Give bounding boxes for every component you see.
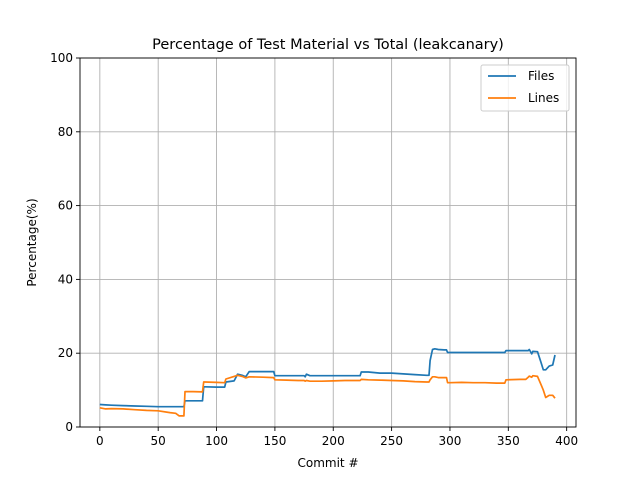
x-tick-label: 400 <box>555 434 578 448</box>
series-line-files <box>99 347 556 408</box>
plot-area-frame <box>79 57 577 428</box>
legend-label-files: Files <box>528 69 554 83</box>
legend-label-lines: Lines <box>528 91 559 105</box>
x-tick-label: 250 <box>380 434 403 448</box>
y-tick-label: 0 <box>65 420 73 434</box>
y-tick-label: 20 <box>58 346 73 360</box>
x-tick-label: 150 <box>263 434 286 448</box>
y-tick-label: 60 <box>58 199 73 213</box>
series-line-lines <box>99 374 556 417</box>
x-tick-label: 350 <box>497 434 520 448</box>
x-tick-label: 200 <box>322 434 345 448</box>
axis-ticks: 0 50 100 150 200 250 300 350 400 0 20 40 60 80 100 <box>50 51 578 448</box>
x-tick-label: 100 <box>205 434 228 448</box>
x-tick-label: 0 <box>96 434 104 448</box>
y-axis-label: Percentage(%) <box>25 198 39 286</box>
series-lines <box>99 347 556 417</box>
chart-title: Percentage of Test Material vs Total (le… <box>152 37 504 53</box>
x-tick-label: 50 <box>151 434 166 448</box>
x-tick-label: 300 <box>439 434 462 448</box>
y-tick-label: 40 <box>58 272 73 286</box>
x-axis-label: Commit # <box>297 456 358 470</box>
y-tick-label: 100 <box>50 51 73 65</box>
legend: Files Lines <box>480 64 570 112</box>
y-tick-label: 80 <box>58 125 73 139</box>
